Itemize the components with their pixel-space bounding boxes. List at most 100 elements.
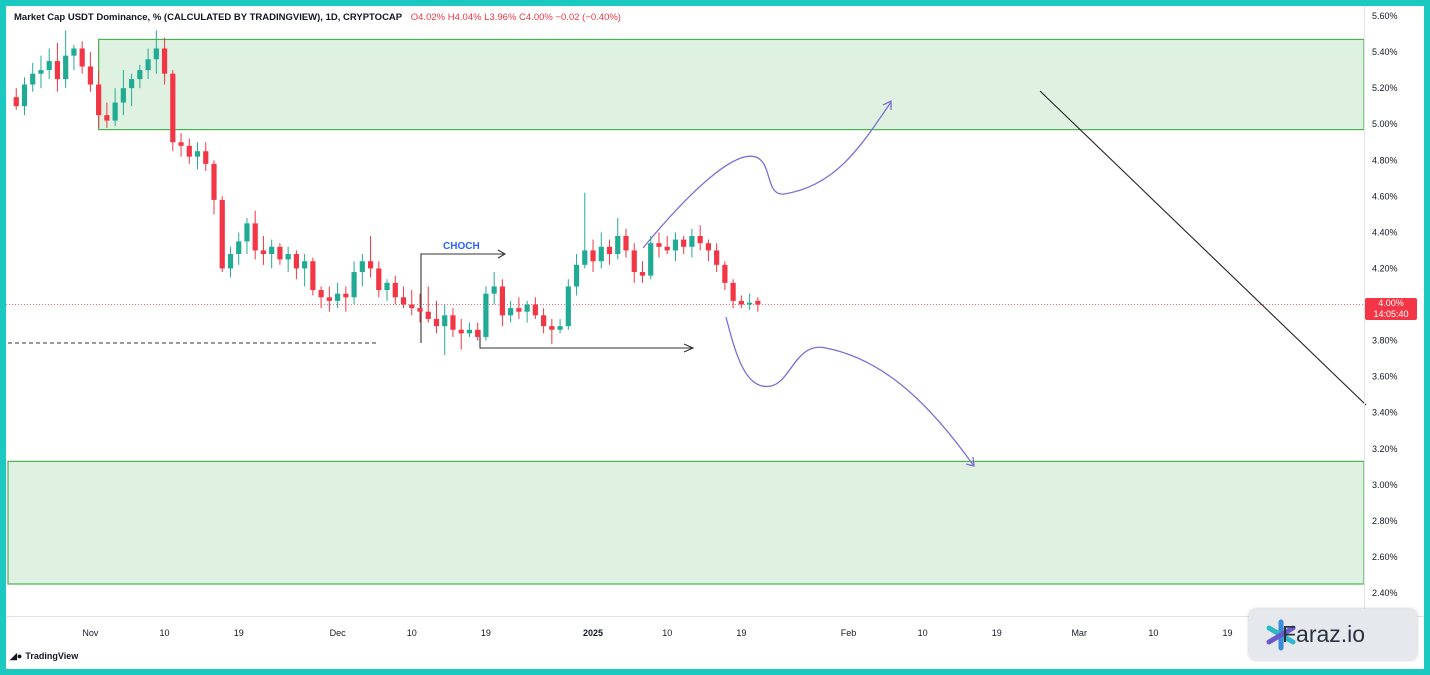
candle[interactable] [178,133,184,157]
candle[interactable] [63,30,69,89]
candle[interactable] [590,239,596,273]
candle[interactable] [310,257,316,296]
candle[interactable] [21,77,28,116]
candle[interactable] [269,239,275,269]
candle[interactable] [747,293,753,310]
candle[interactable] [516,297,522,319]
candle[interactable] [96,70,102,128]
candle[interactable] [565,279,571,330]
candle[interactable] [730,279,736,309]
candle[interactable] [458,318,464,350]
choch-bracket[interactable] [420,253,504,343]
candle[interactable] [302,254,308,287]
candle[interactable] [508,300,514,323]
candle[interactable] [335,282,341,309]
diagonal-trend-line[interactable] [1039,90,1367,406]
bullish-scenario-arrow[interactable] [642,101,892,249]
candle[interactable] [392,275,398,305]
candle[interactable] [598,232,604,269]
candle[interactable] [755,297,761,312]
candle[interactable] [161,37,168,85]
candle[interactable] [13,88,19,110]
candle[interactable] [376,261,382,298]
candle[interactable] [722,261,728,291]
demand-supply-zone-1[interactable] [7,460,1365,585]
candle[interactable] [79,41,85,74]
candle[interactable] [631,243,637,283]
candle[interactable] [219,196,225,273]
candle[interactable] [648,235,654,280]
candle[interactable] [450,308,456,337]
candle[interactable] [285,246,291,273]
candle[interactable] [211,160,217,215]
candle[interactable] [30,62,36,92]
candle[interactable] [252,210,258,260]
candle[interactable] [137,64,143,89]
tradingview-logo[interactable]: ◢● TradingView [10,651,78,662]
candle[interactable] [203,142,209,172]
bearish-scenario-arrow[interactable] [725,316,975,467]
candle[interactable] [681,235,687,255]
candle[interactable] [689,228,695,258]
candle[interactable] [532,297,538,319]
candle[interactable] [104,102,110,128]
candle[interactable] [573,254,580,296]
candle[interactable] [483,286,489,341]
candle[interactable] [367,235,374,278]
candle[interactable] [46,48,52,80]
candle[interactable] [705,239,711,262]
candle[interactable] [409,290,415,316]
candle[interactable] [549,318,555,345]
candle[interactable] [293,250,299,280]
candle[interactable] [425,286,431,323]
candle[interactable] [639,261,646,283]
candle[interactable] [499,279,505,327]
candle[interactable] [738,295,744,309]
candle[interactable] [120,70,126,116]
candle[interactable] [557,318,563,334]
symbol-title[interactable]: Market Cap USDT Dominance, % (CALCULATED… [14,12,403,23]
candle[interactable] [186,138,192,164]
candle[interactable] [656,232,662,258]
demand-supply-zone-0[interactable] [98,38,1365,131]
candle[interactable] [433,300,440,334]
candle[interactable] [351,261,357,305]
candle[interactable] [129,73,135,107]
candle[interactable] [145,48,151,80]
candle[interactable] [359,254,365,287]
candle[interactable] [87,52,93,92]
candle[interactable] [714,243,720,273]
candle[interactable] [697,225,703,251]
candle[interactable] [318,286,324,309]
candle[interactable] [466,322,473,337]
candle[interactable] [38,55,44,89]
candle[interactable] [541,308,547,334]
candle[interactable] [71,44,77,71]
candle[interactable] [615,217,621,260]
candle[interactable] [524,300,530,323]
candle[interactable] [491,272,497,305]
candle[interactable] [582,192,588,269]
price-chart[interactable]: 5.60% 5.40% 5.20% 5.00% 4.80% 4.60% 4.40% 4.20%… [6,6,1424,669]
candle[interactable] [400,286,407,309]
candle[interactable] [664,235,670,255]
candle[interactable] [54,43,61,92]
candle[interactable] [606,239,613,265]
candle[interactable] [475,322,481,341]
candle[interactable] [442,304,448,355]
candle[interactable] [384,279,390,301]
candle[interactable] [170,70,176,152]
candle[interactable] [417,293,423,323]
candle[interactable] [227,246,234,278]
candle[interactable] [277,243,283,265]
candle[interactable] [194,142,201,170]
candle[interactable] [326,286,332,312]
candle[interactable] [112,88,118,126]
candle[interactable] [623,228,629,258]
candle[interactable] [343,286,349,312]
candle[interactable] [153,30,159,74]
candle[interactable] [260,235,267,265]
candle[interactable] [672,232,679,262]
candle[interactable] [244,217,250,255]
support-arrow-line[interactable] [479,330,692,349]
